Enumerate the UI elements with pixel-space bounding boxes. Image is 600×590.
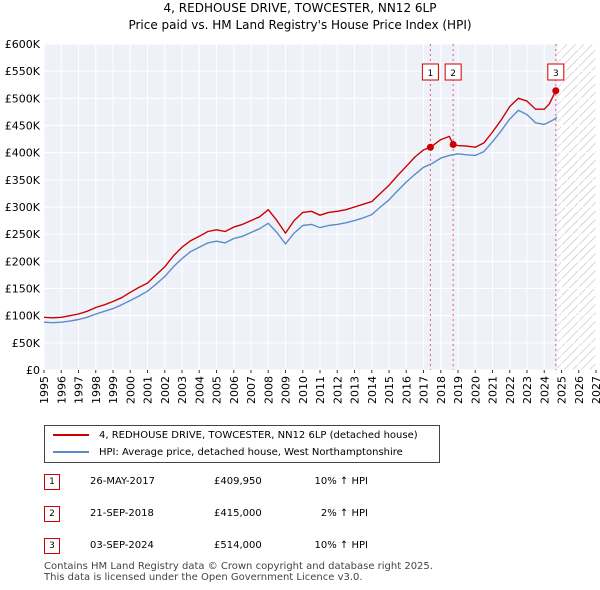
footer-line-2: This data is licensed under the Open Gov…: [44, 572, 363, 583]
chart-legend: 4, REDHOUSE DRIVE, TOWCESTER, NN12 6LP (…: [44, 425, 440, 463]
x-tick-label: 2011: [314, 376, 327, 404]
x-tick-label: 2027: [590, 376, 600, 404]
x-tick-label: 2004: [193, 376, 206, 404]
footer-attribution: Contains HM Land Registry data © Crown c…: [44, 561, 433, 583]
sale-row: 2 21-SEP-2018 £415,000 2% ↑ HPI: [44, 504, 464, 524]
sale-badge: 1: [44, 474, 60, 490]
x-tick-label: 1998: [90, 376, 103, 404]
legend-label-hpi: HPI: Average price, detached house, West…: [99, 447, 403, 458]
legend-swatch-property: [53, 434, 89, 436]
x-tick-label: 2016: [400, 376, 413, 404]
y-tick-label: £0: [26, 364, 40, 377]
sale-hpi-change: 10% ↑ HPI: [314, 540, 368, 551]
footer-line-1: Contains HM Land Registry data © Crown c…: [44, 561, 433, 572]
hpi-line: [43, 109, 558, 324]
x-tick-label: 1999: [107, 376, 120, 404]
property-price-line: [43, 90, 557, 319]
y-tick-label: £400K: [5, 147, 41, 160]
y-tick-label: £500K: [5, 92, 41, 105]
sale-hpi-change: 2% ↑ HPI: [320, 508, 368, 519]
x-tick-label: 2012: [331, 376, 344, 404]
sale-point: [552, 87, 560, 95]
legend-item-property: 4, REDHOUSE DRIVE, TOWCESTER, NN12 6LP (…: [53, 428, 418, 444]
legend-label-property: 4, REDHOUSE DRIVE, TOWCESTER, NN12 6LP (…: [99, 430, 418, 441]
sale-price: £415,000: [214, 508, 262, 519]
y-tick-label: £100K: [5, 310, 41, 323]
x-tick-label: 2021: [487, 376, 500, 404]
sale-hpi-change: 10% ↑ HPI: [314, 476, 368, 487]
x-tick-label: 2026: [573, 376, 586, 404]
x-tick-label: 2018: [435, 376, 448, 404]
x-tick-label: 2025: [556, 376, 569, 404]
x-tick-label: 2009: [280, 376, 293, 404]
legend-swatch-hpi: [53, 451, 89, 453]
y-tick-label: £550K: [5, 65, 41, 78]
legend-item-hpi: HPI: Average price, detached house, West…: [53, 445, 403, 461]
x-tick-label: 2014: [366, 376, 379, 404]
y-tick-label: £50K: [12, 337, 41, 350]
x-tick-label: 2023: [521, 376, 534, 404]
y-tick-label: £600K: [5, 38, 41, 51]
sale-date: 26-MAY-2017: [90, 476, 156, 487]
sale-label-box: [421, 63, 439, 81]
x-tick-label: 1995: [38, 376, 51, 404]
sale-date: 03-SEP-2024: [90, 540, 154, 551]
y-tick-label: £200K: [5, 255, 41, 268]
price-chart: 4, REDHOUSE DRIVE, TOWCESTER, NN12 6LP P…: [5, 1, 600, 404]
x-tick-label: 2000: [124, 376, 137, 404]
y-tick-label: £150K: [5, 283, 41, 296]
chart-subtitle: Price paid vs. HM Land Registry's House …: [128, 18, 471, 32]
x-tick-label: 2010: [297, 376, 310, 404]
sale-badge: 3: [44, 538, 60, 554]
x-tick-label: 2002: [159, 376, 172, 404]
chart-title: 4, REDHOUSE DRIVE, TOWCESTER, NN12 6LP: [164, 1, 437, 15]
sale-date: 21-SEP-2018: [90, 508, 154, 519]
sale-price: £514,000: [214, 540, 262, 551]
x-tick-label: 2024: [538, 376, 551, 404]
sale-row: 1 26-MAY-2017 £409,950 10% ↑ HPI: [44, 472, 464, 492]
x-tick-label: 2019: [452, 376, 465, 404]
sale-label-number: 3: [553, 69, 559, 79]
x-tick-label: 1996: [55, 376, 68, 404]
sale-label-number: 2: [450, 69, 456, 79]
sale-label-box: [444, 63, 462, 81]
x-tick-label: 2005: [211, 376, 224, 404]
x-tick-label: 2006: [228, 376, 241, 404]
sale-price: £409,950: [214, 476, 262, 487]
y-tick-label: £300K: [5, 201, 41, 214]
y-tick-label: £450K: [5, 120, 41, 133]
x-tick-label: 2007: [245, 376, 258, 404]
sale-row: 3 03-SEP-2024 £514,000 10% ↑ HPI: [44, 536, 464, 556]
x-tick-label: 2017: [418, 376, 431, 404]
x-tick-label: 2013: [349, 376, 362, 404]
y-tick-label: £250K: [5, 228, 41, 241]
x-tick-label: 1997: [73, 376, 86, 404]
x-tick-label: 2022: [504, 376, 517, 404]
x-tick-label: 2015: [383, 376, 396, 404]
sale-point: [449, 141, 457, 149]
sale-label-number: 1: [428, 69, 434, 79]
sale-label-box: [547, 63, 565, 81]
x-tick-label: 2003: [176, 376, 189, 404]
x-tick-label: 2001: [142, 376, 155, 404]
x-tick-label: 2020: [469, 376, 482, 404]
sale-point: [426, 143, 434, 151]
x-tick-label: 2008: [262, 376, 275, 404]
sale-badge: 2: [44, 506, 60, 522]
y-tick-label: £350K: [5, 174, 41, 187]
